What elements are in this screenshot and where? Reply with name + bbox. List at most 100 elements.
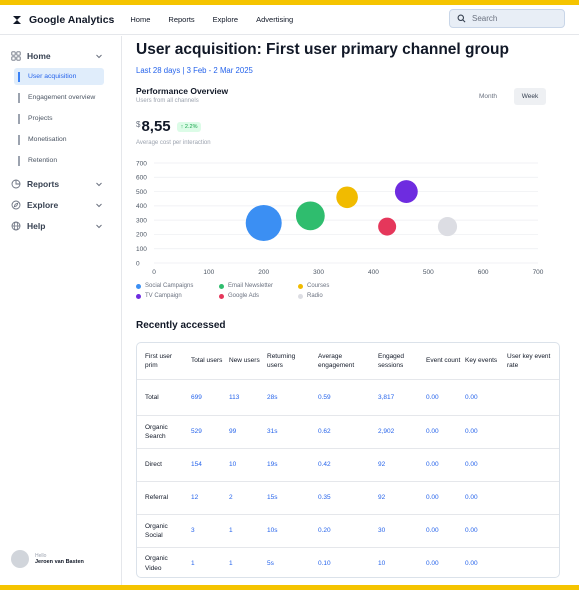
item-indicator [18, 134, 20, 145]
table-cell: 92 [378, 461, 386, 469]
legend-item[interactable]: Google Ads [219, 293, 259, 299]
legend-item[interactable]: Radio [298, 293, 323, 299]
search-input[interactable] [472, 14, 562, 23]
legend-dot [298, 293, 303, 299]
legend-item[interactable]: Email Newsletter [219, 283, 273, 289]
search-box[interactable] [449, 9, 565, 28]
topnav-home[interactable]: Home [130, 15, 151, 24]
table-cell: 2,902 [378, 428, 395, 436]
legend-dot [219, 293, 224, 299]
sidebar-section-label: Reports [27, 179, 60, 189]
y-tick-label: 200 [136, 232, 147, 239]
bubble-radio[interactable] [437, 216, 458, 237]
table-header-cell: User key event rate [507, 352, 551, 369]
sidebar-section-help[interactable]: Help [0, 217, 121, 235]
legend-item[interactable]: Courses [298, 283, 329, 289]
bubble-email-newsletter[interactable] [295, 201, 325, 231]
bubble-courses[interactable] [336, 186, 358, 209]
logo-icon [13, 15, 21, 24]
top-nav: Home Reports Explore Advertising [130, 15, 311, 24]
sidebar-item-user-acquisition[interactable]: User acquisition [14, 68, 104, 85]
table-cell: 0.62 [318, 428, 331, 436]
table-cell: 529 [191, 428, 202, 436]
x-tick-label: 400 [368, 269, 379, 276]
table-cell [507, 515, 551, 547]
search-icon [457, 14, 466, 23]
x-tick-label: 0 [152, 269, 156, 276]
sidebar-section-home[interactable]: Home [0, 47, 121, 65]
chevron-down-icon[interactable] [95, 180, 103, 188]
performance-title: Performance Overview [136, 86, 229, 96]
item-indicator [18, 155, 20, 166]
topnav-advertising[interactable]: Advertising [256, 15, 294, 24]
sidebar-section-explore[interactable]: Explore [0, 196, 121, 214]
table-cell: 0.00 [426, 393, 439, 401]
table-header-cell: Event count [426, 357, 461, 365]
bubble-tv-campaign[interactable] [394, 180, 418, 203]
user-name: Jeroen van Basten [35, 559, 84, 565]
y-tick-label: 300 [136, 217, 147, 224]
x-tick-label: 300 [313, 269, 324, 276]
table-row[interactable]: Organic Video 1 1 5s 0.10 10 0.00 0.00 [137, 548, 559, 577]
table-row[interactable]: Referral 12 2 15s 0.35 92 0.00 0.00 [137, 482, 559, 515]
performance-subtitle: Users from all channels [136, 98, 199, 104]
table-row[interactable]: Total 699 113 28s 0.59 3,817 0.00 0.00 [137, 380, 559, 416]
bubble-social-campaigns[interactable] [245, 205, 282, 241]
table-cell: 3,817 [378, 393, 395, 401]
table-cell: Organic Social [145, 522, 168, 539]
table-cell [507, 380, 551, 415]
chevron-down-icon[interactable] [95, 222, 103, 230]
user-profile[interactable]: Hello Jeroen van Basten [11, 550, 84, 568]
chevron-down-icon[interactable] [95, 52, 103, 60]
legend-dot [136, 283, 141, 289]
sidebar-item-engagement-overview[interactable]: Engagement overview [14, 89, 104, 106]
table-cell: 3 [191, 527, 195, 535]
table-cell: Organic Video [145, 555, 168, 572]
table-row[interactable]: Organic Social 3 1 10s 0.20 30 0.00 0.00 [137, 515, 559, 548]
bubble-google-ads[interactable] [378, 217, 397, 236]
toggle-month[interactable]: Month [478, 93, 498, 100]
sidebar-section-reports[interactable]: Reports [0, 175, 121, 193]
legend-label: Courses [307, 283, 330, 289]
date-range[interactable]: Last 28 days | 3 Feb - 2 Mar 2025 [136, 66, 253, 75]
table-cell [507, 449, 551, 481]
table-row[interactable]: Organic Search 529 99 31s 0.62 2,902 0.00 0.00 [137, 416, 559, 449]
globe-icon [11, 221, 21, 231]
sidebar-item-label: Projects [28, 115, 53, 122]
toggle-week[interactable]: Week [514, 88, 546, 105]
sidebar-item-projects[interactable]: Projects [14, 110, 104, 127]
table-cell: 28s [267, 393, 278, 401]
table-cell: Referral [145, 494, 169, 502]
legend-item[interactable]: TV Campaign [136, 293, 182, 299]
table-cell: 0.00 [465, 559, 478, 567]
topnav-reports[interactable]: Reports [168, 15, 195, 24]
table-cell: 30 [378, 527, 386, 535]
table-header-cell: Key events [465, 357, 498, 365]
app-logo[interactable]: Google Analytics [12, 14, 114, 26]
recently-accessed-title: Recently accessed [136, 320, 226, 331]
chevron-down-icon[interactable] [95, 201, 103, 209]
recently-accessed-table: First user prim Total users New users Retur… [136, 342, 560, 578]
table-cell: 1 [229, 527, 233, 535]
table-cell: 31s [267, 428, 278, 436]
sidebar-item-retention[interactable]: Retention [14, 152, 104, 169]
x-tick-label: 600 [478, 269, 489, 276]
table-cell: 699 [191, 393, 202, 401]
header: Google Analytics Home Reports Explore Ad… [0, 5, 579, 35]
table-cell: 0.00 [426, 428, 439, 436]
kpi: $ 8,55 ↑ 2.2% [136, 118, 202, 135]
legend-item[interactable]: Social Campaigns [136, 283, 193, 289]
table-row[interactable]: Direct 154 10 19s 0.42 92 0.00 0.00 [137, 449, 559, 482]
compass-icon [11, 200, 21, 210]
table-cell: 12 [191, 494, 199, 502]
topnav-explore[interactable]: Explore [212, 15, 239, 24]
sidebar-item-label: User acquisition [28, 73, 77, 80]
table-cell: 2 [229, 494, 233, 502]
sidebar-item-monetisation[interactable]: Monetisation [14, 131, 104, 148]
table-cell: 1 [191, 559, 195, 567]
avatar [11, 550, 29, 568]
table-cell: 5s [267, 559, 274, 567]
kpi-currency: $ [136, 120, 141, 129]
sidebar-section-label: Help [27, 221, 46, 231]
legend-label: Email Newsletter [228, 283, 274, 289]
